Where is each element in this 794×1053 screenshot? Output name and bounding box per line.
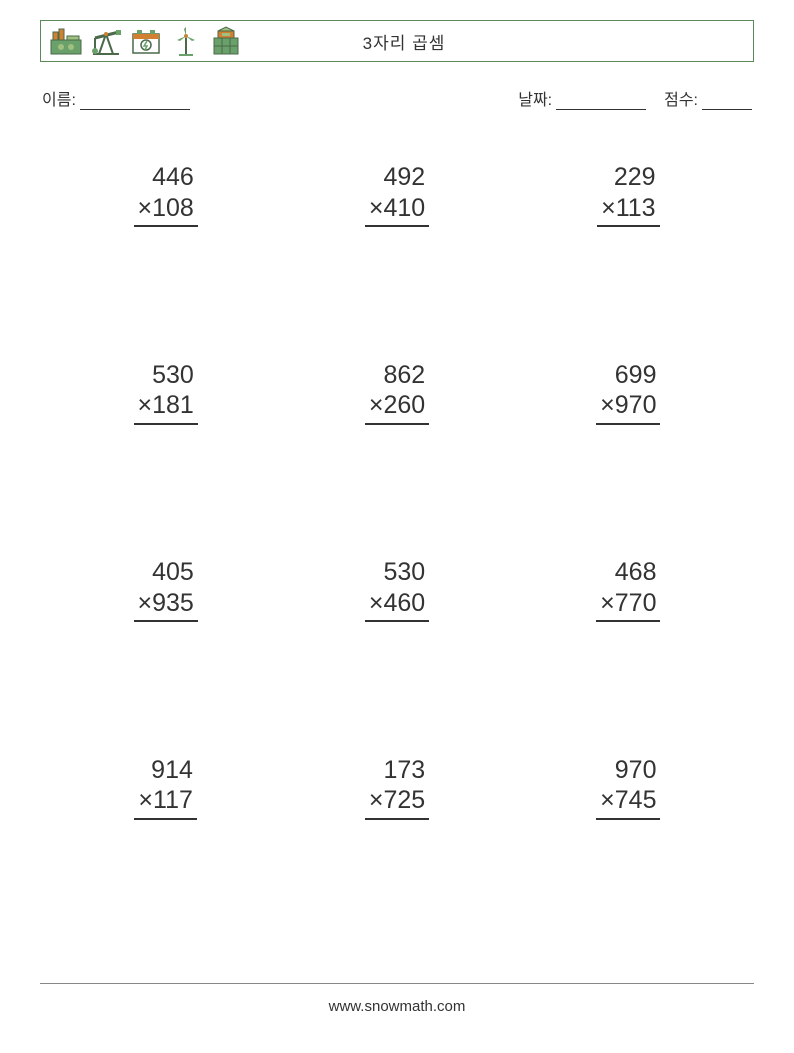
name-blank[interactable]	[80, 92, 190, 110]
multiplier-row: ×113	[597, 193, 659, 228]
problem-inner: 405×935	[134, 557, 198, 622]
multiplicand: 229	[597, 162, 659, 193]
multiplier-row: ×745	[596, 785, 660, 820]
wind-turbine-icon	[169, 26, 203, 56]
multiplier-row: ×935	[134, 588, 198, 623]
multiplier: 745	[615, 786, 657, 814]
multiplier-row: ×410	[365, 193, 429, 228]
multiplier: 181	[152, 391, 194, 419]
multiplier: 460	[383, 589, 425, 617]
date-blank[interactable]	[556, 92, 646, 110]
operator: ×	[369, 589, 384, 617]
header-icons	[49, 26, 243, 56]
operator: ×	[369, 786, 384, 814]
problem-inner: 229×113	[597, 162, 659, 227]
multiplicand: 468	[596, 557, 660, 588]
operator: ×	[369, 194, 384, 222]
footer-url: www.snowmath.com	[329, 998, 466, 1015]
multiplicand: 492	[365, 162, 429, 193]
problem: 914×117	[50, 743, 281, 941]
operator: ×	[369, 391, 384, 419]
battery-icon	[129, 26, 163, 56]
problem-inner: 914×117	[134, 755, 196, 820]
problem: 405×935	[50, 545, 281, 743]
problem-inner: 446×108	[134, 162, 198, 227]
multiplier: 410	[383, 194, 425, 222]
problem: 468×770	[513, 545, 744, 743]
problem: 862×260	[281, 348, 512, 546]
problem-inner: 530×460	[365, 557, 429, 622]
multiplier: 260	[383, 391, 425, 419]
problem-inner: 862×260	[365, 360, 429, 425]
date-label: 날짜:	[518, 86, 552, 110]
multiplier-row: ×108	[134, 193, 198, 228]
problems-grid: 446×108492×410229×113530×181862×260699×9…	[40, 150, 754, 940]
factory-icon	[49, 26, 83, 56]
operator: ×	[138, 589, 153, 617]
operator: ×	[138, 194, 153, 222]
score-blank[interactable]	[702, 92, 752, 110]
multiplier: 970	[615, 391, 657, 419]
multiplicand: 914	[134, 755, 196, 786]
multiplicand: 173	[365, 755, 429, 786]
name-label: 이름:	[42, 86, 76, 110]
multiplier-row: ×770	[596, 588, 660, 623]
multiplier: 770	[615, 589, 657, 617]
solar-panel-icon	[209, 26, 243, 56]
worksheet-header: 3자리 곱셈	[40, 20, 754, 62]
operator: ×	[138, 786, 153, 814]
date-field: 날짜:	[518, 86, 646, 110]
multiplier-row: ×181	[134, 390, 198, 425]
multiplicand: 530	[365, 557, 429, 588]
multiplicand: 405	[134, 557, 198, 588]
multiplier-row: ×260	[365, 390, 429, 425]
multiplicand: 446	[134, 162, 198, 193]
multiplier: 935	[152, 589, 194, 617]
problem: 699×970	[513, 348, 744, 546]
multiplier-row: ×117	[134, 785, 196, 820]
multiplier: 725	[383, 786, 425, 814]
score-label: 점수:	[664, 86, 698, 110]
multiplicand: 970	[596, 755, 660, 786]
name-field: 이름:	[42, 86, 190, 110]
multiplier-row: ×460	[365, 588, 429, 623]
problem: 530×181	[50, 348, 281, 546]
problem-inner: 530×181	[134, 360, 198, 425]
problem: 492×410	[281, 150, 512, 348]
multiplier: 117	[153, 786, 193, 814]
multiplier: 113	[616, 194, 656, 222]
operator: ×	[600, 589, 615, 617]
multiplicand: 699	[596, 360, 660, 391]
problem-inner: 173×725	[365, 755, 429, 820]
problem: 530×460	[281, 545, 512, 743]
oil-pump-icon	[89, 26, 123, 56]
multiplicand: 530	[134, 360, 198, 391]
problem: 970×745	[513, 743, 744, 941]
operator: ×	[601, 194, 616, 222]
problem-inner: 468×770	[596, 557, 660, 622]
operator: ×	[600, 391, 615, 419]
problem: 173×725	[281, 743, 512, 941]
problem-inner: 970×745	[596, 755, 660, 820]
footer: www.snowmath.com	[40, 983, 754, 1015]
problem: 229×113	[513, 150, 744, 348]
multiplier-row: ×725	[365, 785, 429, 820]
problem-inner: 699×970	[596, 360, 660, 425]
score-field: 점수:	[664, 86, 752, 110]
multiplier-row: ×970	[596, 390, 660, 425]
problem: 446×108	[50, 150, 281, 348]
worksheet-title: 3자리 곱셈	[243, 29, 745, 54]
multiplicand: 862	[365, 360, 429, 391]
problem-inner: 492×410	[365, 162, 429, 227]
operator: ×	[600, 786, 615, 814]
info-row: 이름: 날짜: 점수:	[40, 86, 754, 110]
multiplier: 108	[152, 194, 194, 222]
operator: ×	[138, 391, 153, 419]
